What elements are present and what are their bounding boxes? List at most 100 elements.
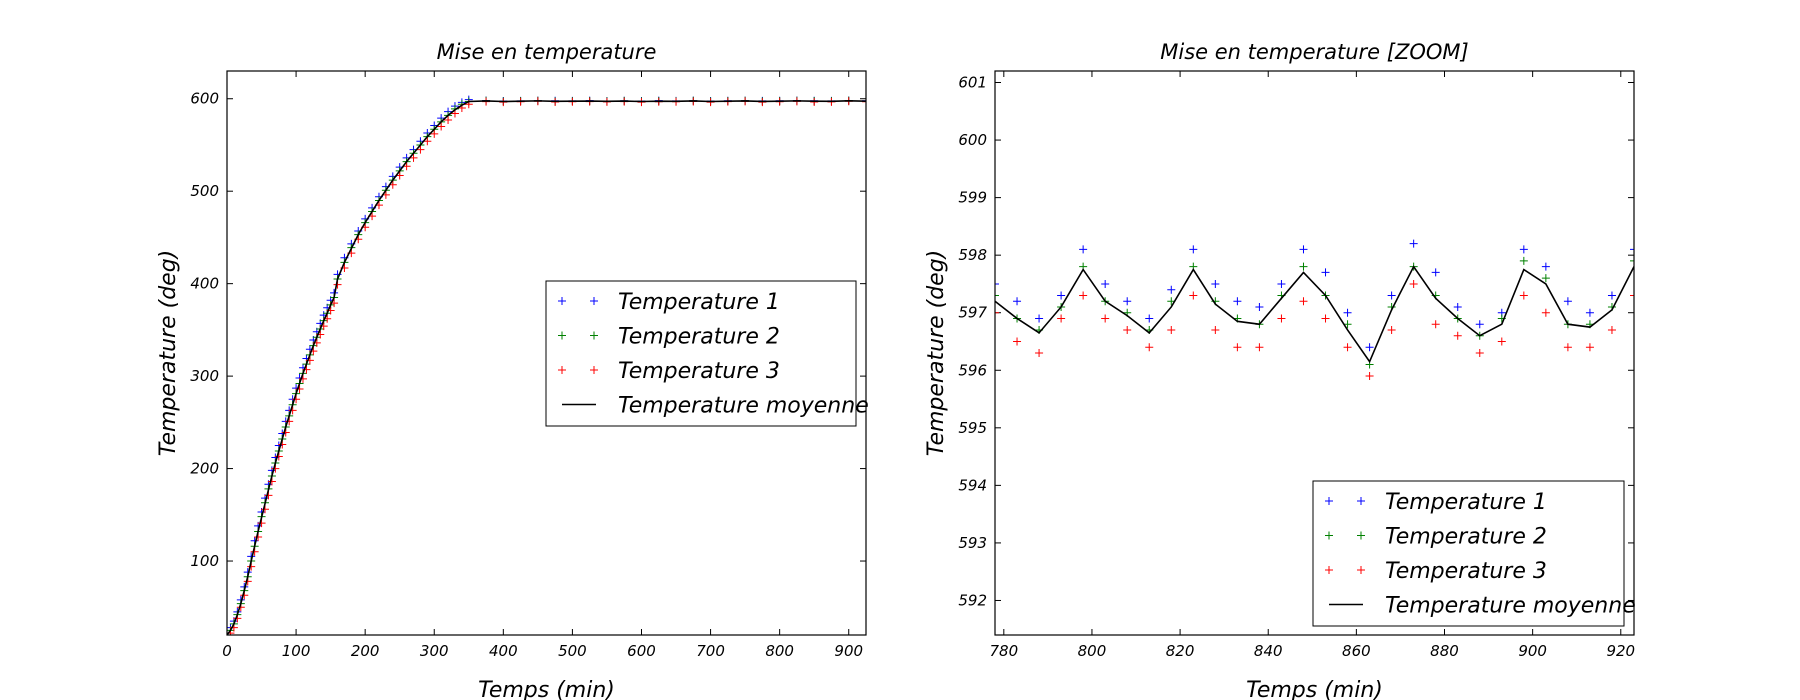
- data-point: [1343, 308, 1352, 317]
- y-tick-label: 600: [190, 90, 219, 108]
- legend-swatch-marker: [1357, 531, 1365, 540]
- x-tick-label: 780: [989, 642, 1018, 660]
- data-point: [1057, 291, 1066, 300]
- legend-box: [545, 280, 857, 427]
- x-tick-label: 100: [282, 642, 311, 660]
- y-tick-label: 100: [190, 552, 219, 570]
- data-point: [1387, 325, 1396, 334]
- data-point: [1277, 314, 1286, 323]
- data-point: [1277, 279, 1286, 288]
- data-point: [1630, 256, 1634, 265]
- data-point: [1630, 291, 1634, 300]
- data-point: [1013, 337, 1022, 346]
- data-point: [1453, 302, 1462, 311]
- data-point: [1101, 314, 1110, 323]
- data-point: [1035, 349, 1044, 357]
- y-tick-label: 600: [958, 131, 987, 149]
- y-tick-label: 601: [958, 74, 987, 92]
- data-point: [1013, 297, 1022, 306]
- data-point: [1035, 314, 1044, 323]
- legend-label: Temperature 3: [618, 359, 780, 384]
- data-point: [1541, 274, 1550, 283]
- legend-label: Temperature 2: [1385, 525, 1547, 550]
- data-point: [1475, 320, 1484, 329]
- data-point: [1079, 245, 1088, 254]
- legend: Temperature 1 Temperature 2 Temperature 3 T…: [545, 280, 869, 427]
- legend-swatch-marker: [590, 297, 598, 305]
- legend-label: Temperature moyenne: [618, 394, 869, 419]
- data-point: [1475, 349, 1484, 357]
- x-tick-label: 880: [1430, 642, 1459, 660]
- data-point: [444, 116, 453, 125]
- legend-swatch-marker: [590, 366, 598, 374]
- data-point: [1607, 325, 1616, 334]
- legend-label: Temperature 3: [1385, 559, 1547, 584]
- data-point: [1409, 239, 1418, 248]
- legend-swatch-marker: [558, 331, 566, 340]
- data-point: [1123, 297, 1132, 306]
- y-axis-label: Temperature (deg): [156, 250, 181, 457]
- data-point: [1123, 325, 1132, 334]
- data-point: [1233, 297, 1242, 306]
- legend-label: Temperature 1: [618, 290, 780, 315]
- x-tick-label: 0: [222, 642, 232, 660]
- x-tick-label: 920: [1606, 642, 1635, 660]
- y-tick-label: 300: [190, 367, 219, 385]
- data-point: [1189, 291, 1198, 300]
- series-line-average: [227, 99, 866, 635]
- legend: Temperature 1 Temperature 2 Temperature 3 T…: [1312, 480, 1636, 627]
- data-point: [1167, 325, 1176, 334]
- legend-swatch-marker: [1325, 497, 1333, 505]
- legend-swatch-marker: [1325, 531, 1333, 540]
- legend-swatch-marker: [1357, 497, 1365, 505]
- data-point: [1321, 314, 1330, 323]
- data-point: [1299, 297, 1308, 306]
- data-point: [1563, 343, 1572, 352]
- data-point: [995, 308, 999, 317]
- data-point: [995, 279, 999, 288]
- data-point: [1343, 343, 1352, 352]
- data-point: [1453, 331, 1462, 340]
- data-point: [1255, 302, 1264, 311]
- data-point: [1343, 320, 1352, 329]
- data-point: [1321, 268, 1330, 277]
- x-tick-label: 900: [834, 642, 863, 660]
- legend-box: [1312, 480, 1625, 627]
- data-point: [1299, 245, 1308, 254]
- data-point: [1497, 337, 1506, 346]
- legend-swatch-marker: [558, 297, 566, 305]
- y-tick-label: 597: [958, 304, 987, 322]
- legend-label: Temperature 1: [1385, 490, 1547, 515]
- x-tick-label: 800: [1078, 642, 1107, 660]
- legend-label: Temperature 2: [618, 325, 780, 350]
- legend-swatch-marker: [1325, 566, 1333, 574]
- y-tick-label: 599: [958, 189, 987, 207]
- data-point: [1519, 256, 1528, 265]
- y-tick-label: 592: [958, 591, 987, 609]
- x-tick-label: 860: [1342, 642, 1371, 660]
- data-point: [1233, 343, 1242, 352]
- x-axis-label: Temps (min): [478, 678, 615, 700]
- x-tick-label: 200: [351, 642, 380, 660]
- data-point: [995, 291, 999, 300]
- data-point: [1541, 262, 1550, 271]
- series-line-average: [995, 265, 1634, 364]
- data-point: [292, 395, 301, 404]
- y-tick-label: 594: [958, 476, 987, 494]
- data-point: [409, 153, 418, 162]
- data-point: [1167, 285, 1176, 294]
- data-point: [1101, 279, 1110, 288]
- plot-frame: [226, 70, 867, 636]
- data-point: [1519, 291, 1528, 300]
- plot-area: [227, 95, 866, 635]
- plot-area: [995, 239, 1634, 381]
- data-point: [1079, 291, 1088, 300]
- legend-swatch-marker: [558, 366, 566, 374]
- plot-frame: [994, 70, 1635, 636]
- data-point: [1541, 308, 1550, 317]
- legend-label: Temperature moyenne: [1385, 594, 1636, 619]
- data-point: [1409, 279, 1418, 288]
- chart-title: Mise en temperature [ZOOM]: [1160, 40, 1468, 64]
- data-point: [416, 145, 425, 154]
